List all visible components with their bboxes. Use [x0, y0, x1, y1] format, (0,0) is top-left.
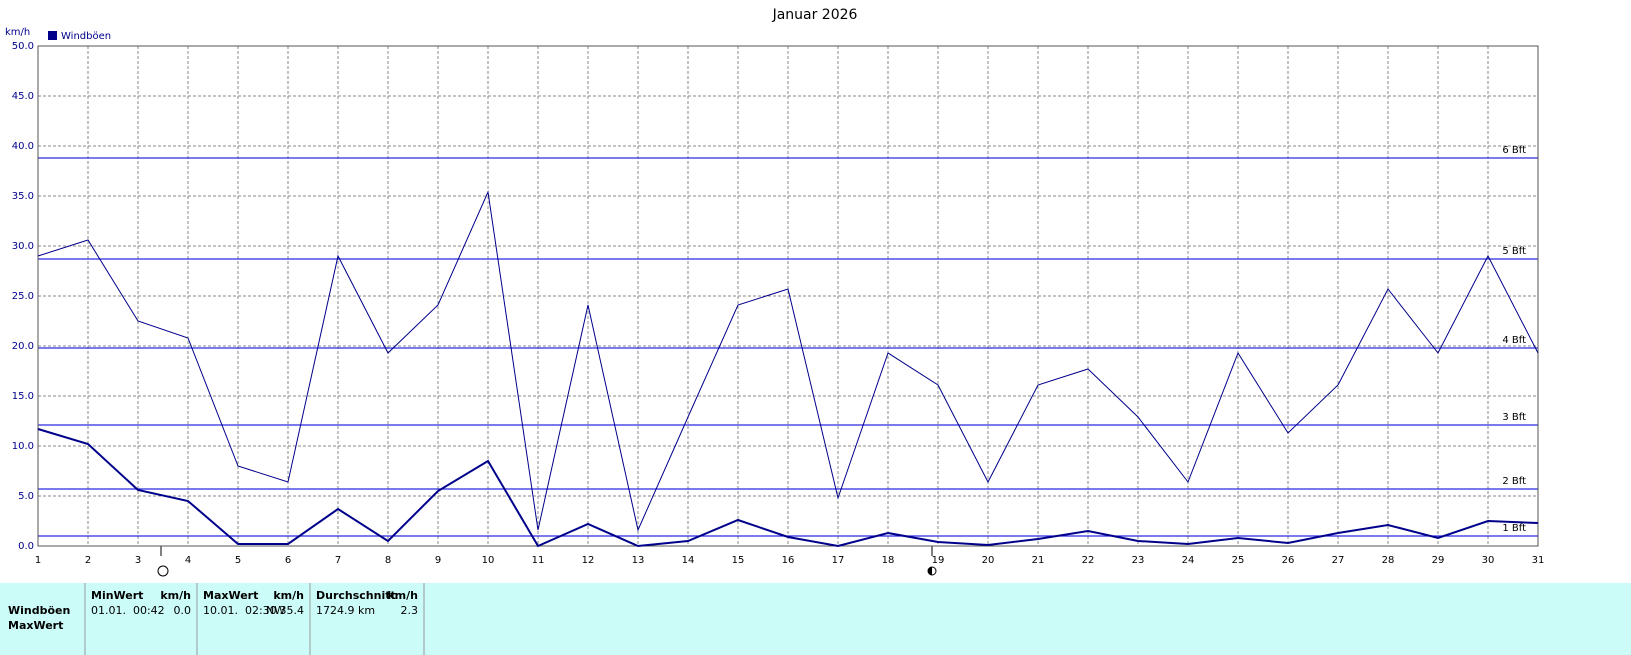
chart-title: Januar 2026 — [772, 7, 858, 23]
y-tick-label: 0.0 — [18, 541, 34, 552]
x-tick-label: 28 — [1382, 555, 1395, 566]
table-row-label: MaxWert — [8, 619, 63, 632]
x-tick-label: 18 — [882, 555, 895, 566]
x-tick-label: 2 — [85, 555, 91, 566]
x-tick-label: 19 — [932, 555, 945, 566]
x-tick-label: 29 — [1432, 555, 1445, 566]
table-header: Durchschnitt — [316, 589, 396, 602]
y-axis-label: km/h — [5, 27, 30, 38]
y-tick-label: 45.0 — [12, 91, 34, 102]
legend-label: Windböen — [61, 31, 111, 42]
plot-border — [37, 45, 1539, 547]
x-tick-label: 13 — [632, 555, 645, 566]
data-line — [37, 428, 1539, 548]
beaufort-label: 2 Bft — [1502, 476, 1526, 487]
x-tick-label: 24 — [1182, 555, 1195, 566]
x-tick-label: 25 — [1232, 555, 1245, 566]
table-cell: 2.3 — [401, 604, 419, 617]
table-cell: 01.01. 00:42 — [91, 604, 165, 617]
y-tick-label: 10.0 — [12, 441, 34, 452]
beaufort-label: 6 Bft — [1502, 145, 1526, 156]
table-cell: 0.0 — [174, 604, 192, 617]
half-moon-shade — [928, 567, 932, 575]
x-tick-label: 21 — [1032, 555, 1045, 566]
y-tick-label: 25.0 — [12, 291, 34, 302]
x-tick-label: 23 — [1132, 555, 1145, 566]
table-header-unit: km/h — [387, 589, 418, 602]
data-line — [37, 190, 1539, 532]
x-tick-label: 5 — [235, 555, 241, 566]
x-tick-label: 8 — [385, 555, 391, 566]
y-tick-label: 20.0 — [12, 341, 34, 352]
x-tick-label: 10 — [482, 555, 495, 566]
y-tick-label: 50.0 — [12, 41, 34, 52]
table-background — [0, 583, 1631, 655]
table-header-unit: km/h — [160, 589, 191, 602]
x-tick-label: 3 — [135, 555, 141, 566]
x-tick-label: 1 — [35, 555, 41, 566]
y-tick-label: 15.0 — [12, 391, 34, 402]
legend-swatch — [48, 31, 57, 40]
beaufort-label: 3 Bft — [1502, 412, 1526, 423]
beaufort-label: 5 Bft — [1502, 246, 1526, 257]
x-tick-label: 30 — [1482, 555, 1495, 566]
x-tick-label: 26 — [1282, 555, 1295, 566]
beaufort-label: 1 Bft — [1502, 523, 1526, 534]
table-row-label: Windböen — [8, 604, 70, 617]
table-header-unit: km/h — [273, 589, 304, 602]
x-tick-label: 6 — [285, 555, 291, 566]
x-tick-label: 14 — [682, 555, 695, 566]
full-moon-icon — [157, 565, 169, 577]
table-header: MinWert — [91, 589, 143, 602]
table-cell: NW — [266, 604, 285, 617]
beaufort-label: 4 Bft — [1502, 335, 1526, 346]
x-tick-label: 20 — [982, 555, 995, 566]
y-tick-label: 35.0 — [12, 191, 34, 202]
x-tick-label: 27 — [1332, 555, 1345, 566]
table-cell: 35.4 — [280, 604, 305, 617]
x-tick-label: 16 — [782, 555, 795, 566]
table-header: MaxWert — [203, 589, 258, 602]
x-tick-label: 17 — [832, 555, 845, 566]
x-tick-label: 31 — [1532, 555, 1545, 566]
y-tick-label: 5.0 — [18, 491, 34, 502]
x-tick-label: 4 — [185, 555, 191, 566]
y-tick-label: 40.0 — [12, 141, 34, 152]
x-tick-label: 11 — [532, 555, 545, 566]
x-tick-label: 22 — [1082, 555, 1095, 566]
x-tick-label: 12 — [582, 555, 595, 566]
x-tick-label: 15 — [732, 555, 745, 566]
table-cell: 10.01. 02:30 — [203, 604, 277, 617]
x-tick-label: 7 — [335, 555, 341, 566]
y-tick-label: 30.0 — [12, 241, 34, 252]
table-cell: 1724.9 km — [316, 604, 375, 617]
x-tick-label: 9 — [435, 555, 441, 566]
